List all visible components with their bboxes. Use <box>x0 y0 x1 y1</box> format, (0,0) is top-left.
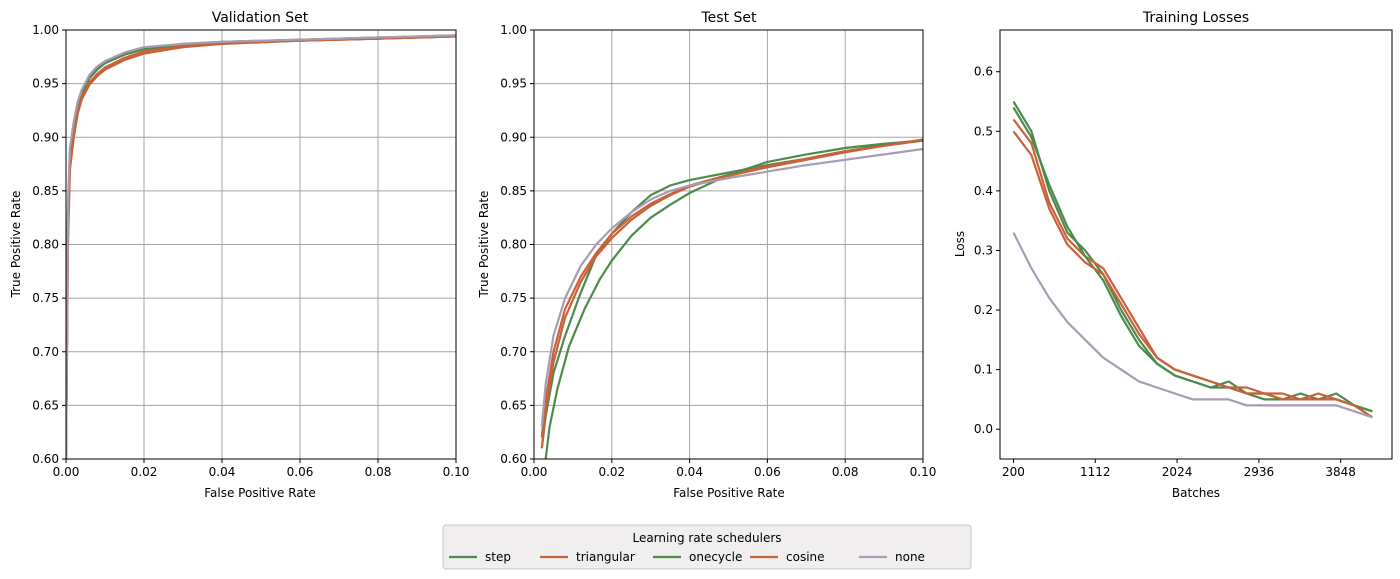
series-line-onecycle <box>544 139 923 459</box>
y-axis-label: Loss <box>953 231 967 257</box>
chart-title: Test Set <box>700 10 757 26</box>
series-line-none <box>66 34 456 459</box>
y-tick-label: 0.60 <box>32 452 59 466</box>
x-tick-label: 0.10 <box>910 465 937 479</box>
x-axis-label: Batches <box>1172 486 1220 500</box>
training-losses-panel: Training Losses Batches Loss 200 1112 2024… <box>953 10 1393 500</box>
y-tick-label: 1.00 <box>32 23 59 37</box>
y-tick-label: 0.80 <box>500 238 527 252</box>
y-tick-label: 0.85 <box>500 184 527 198</box>
x-tick-label: 0.04 <box>209 465 236 479</box>
legend-frame <box>442 524 972 570</box>
series-group <box>66 34 456 459</box>
legend-title: Learning rate schedulers <box>632 531 781 545</box>
x-tick-label: 0.00 <box>53 465 80 479</box>
validation-set-panel: Validation Set False Positive Rate True … <box>9 10 469 500</box>
x-tick-label: 0.08 <box>832 465 859 479</box>
test-set-panel: Test Set False Positive Rate True Positi… <box>477 10 936 500</box>
y-tick-label: 0.80 <box>32 238 59 252</box>
y-tick-label: 0.75 <box>500 291 527 305</box>
y-tick-label: 0.65 <box>500 398 527 412</box>
y-tick-label: 0.1 <box>974 363 993 377</box>
axes-frame <box>999 29 1393 460</box>
y-tick-label: 0.3 <box>974 243 993 257</box>
legend-label-none: none <box>895 550 925 564</box>
y-tick-label: 0.60 <box>500 452 527 466</box>
series-line-none <box>1012 232 1373 419</box>
y-tick-label: 0.6 <box>974 65 993 79</box>
series-line-cosine <box>66 35 456 459</box>
x-tick-label: 0.06 <box>754 465 781 479</box>
x-tick-label: 0.04 <box>676 465 703 479</box>
y-tick-label: 0.70 <box>500 345 527 359</box>
plot-area <box>1000 30 1392 459</box>
x-axis-label: False Positive Rate <box>673 486 785 500</box>
x-tick-label: 3848 <box>1325 465 1356 479</box>
legend: Learning rate schedulers step triangular o… <box>442 524 972 570</box>
x-tick-label: 200 <box>1002 465 1025 479</box>
y-tick-label: 0.85 <box>32 184 59 198</box>
chart-title: Validation Set <box>212 10 309 26</box>
y-tick-label: 0.70 <box>32 345 59 359</box>
y-tick-label: 0.75 <box>32 291 59 305</box>
legend-label-step: step <box>485 550 511 564</box>
x-tick-label: 0.10 <box>443 465 470 479</box>
series-line-cosine <box>540 138 923 449</box>
x-tick-label: 0.02 <box>131 465 158 479</box>
legend-label-onecycle: onecycle <box>689 550 742 564</box>
series-line-none <box>540 147 923 427</box>
y-axis-label: True Positive Rate <box>477 191 491 299</box>
x-axis-label: False Positive Rate <box>204 486 316 500</box>
y-tick-label: 0.0 <box>974 422 993 436</box>
series-line-cosine <box>1012 130 1373 419</box>
x-tick-label: 2936 <box>1244 465 1275 479</box>
legend-label-triangular: triangular <box>576 550 635 564</box>
y-tick-label: 0.5 <box>974 124 993 138</box>
y-axis-label: True Positive Rate <box>9 191 23 299</box>
y-tick-label: 0.90 <box>500 130 527 144</box>
legend-label-cosine: cosine <box>786 550 825 564</box>
chart-title: Training Losses <box>1142 10 1249 26</box>
series-group <box>540 138 923 459</box>
x-tick-label: 2024 <box>1162 465 1193 479</box>
x-tick-label: 0.06 <box>287 465 314 479</box>
y-tick-label: 0.2 <box>974 303 993 317</box>
y-tick-label: 0.95 <box>500 77 527 91</box>
y-tick-label: 0.65 <box>32 398 59 412</box>
y-tick-label: 0.4 <box>974 184 993 198</box>
y-tick-label: 0.95 <box>32 77 59 91</box>
x-tick-label: 0.00 <box>521 465 548 479</box>
x-tick-label: 0.08 <box>365 465 392 479</box>
y-tick-label: 1.00 <box>500 23 527 37</box>
y-tick-label: 0.90 <box>32 130 59 144</box>
x-tick-label: 0.02 <box>598 465 625 479</box>
series-group <box>1012 100 1373 419</box>
x-tick-label: 1112 <box>1080 465 1111 479</box>
